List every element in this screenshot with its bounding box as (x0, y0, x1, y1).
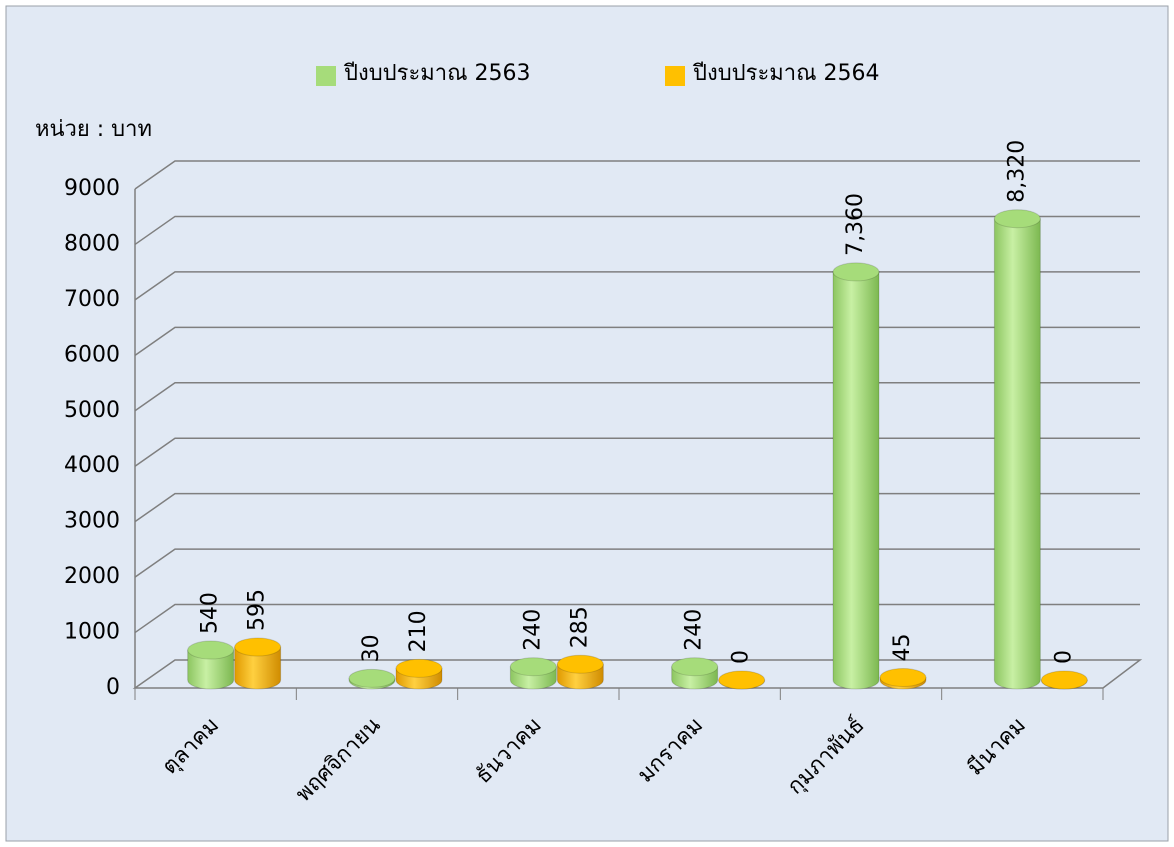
cylinder (993, 218, 1041, 690)
value-label: 595 (245, 589, 270, 631)
grid-line (134, 548, 1140, 578)
value-label: 285 (567, 606, 592, 648)
y-tick-label: 5000 (64, 398, 120, 423)
grid-line (134, 492, 1140, 523)
cylinder-top (348, 668, 396, 688)
cylinder-top (234, 637, 282, 657)
y-tick-label: 8000 (64, 231, 120, 256)
value-label: 540 (198, 592, 223, 634)
value-label: 30 (359, 634, 384, 662)
cylinder-top (718, 670, 766, 690)
value-label: 45 (890, 634, 915, 662)
cylinder-top (832, 262, 880, 282)
cylinder (234, 646, 282, 690)
value-label: 240 (682, 609, 707, 651)
cylinder-top (993, 209, 1041, 229)
grid-line (134, 326, 1140, 356)
cylinder-top (509, 657, 557, 677)
value-label: 0 (729, 650, 754, 664)
grid-line (134, 603, 1140, 634)
legend-swatch (665, 66, 685, 86)
y-tick-label: 1000 (64, 620, 120, 645)
value-label: 240 (520, 609, 545, 651)
cylinder-top (187, 640, 235, 660)
y-tick-label: 2000 (64, 564, 120, 589)
value-label: 210 (406, 610, 431, 652)
legend-label: ปีงบประมาณ 2563 (343, 61, 531, 86)
value-label: 8,320 (1004, 140, 1029, 203)
cylinder-top (556, 654, 604, 674)
grid-line (134, 382, 1140, 412)
value-label: 0 (1051, 650, 1076, 664)
cylinder-top (1040, 670, 1088, 690)
cylinder (187, 649, 235, 690)
unit-label: หน่วย : บาท (35, 117, 152, 142)
y-tick-label: 4000 (64, 453, 120, 478)
y-tick-label: 7000 (64, 287, 120, 312)
grid-line (134, 437, 1140, 467)
grid-line (134, 160, 1140, 190)
cylinder-top (395, 658, 443, 678)
value-label: 7,360 (843, 193, 868, 256)
cylinder-top (671, 657, 719, 677)
legend-swatch (316, 66, 336, 86)
y-tick-label: 3000 (64, 509, 120, 534)
grid-line (134, 215, 1140, 246)
y-tick-label: 0 (106, 675, 120, 700)
legend-label: ปีงบประมาณ 2564 (692, 61, 880, 86)
y-tick-label: 9000 (64, 176, 120, 201)
chart-background (5, 5, 1169, 842)
grid-line (134, 271, 1140, 301)
cylinder (832, 271, 880, 690)
cylinder-top (879, 668, 927, 688)
y-tick-label: 6000 (64, 342, 120, 367)
